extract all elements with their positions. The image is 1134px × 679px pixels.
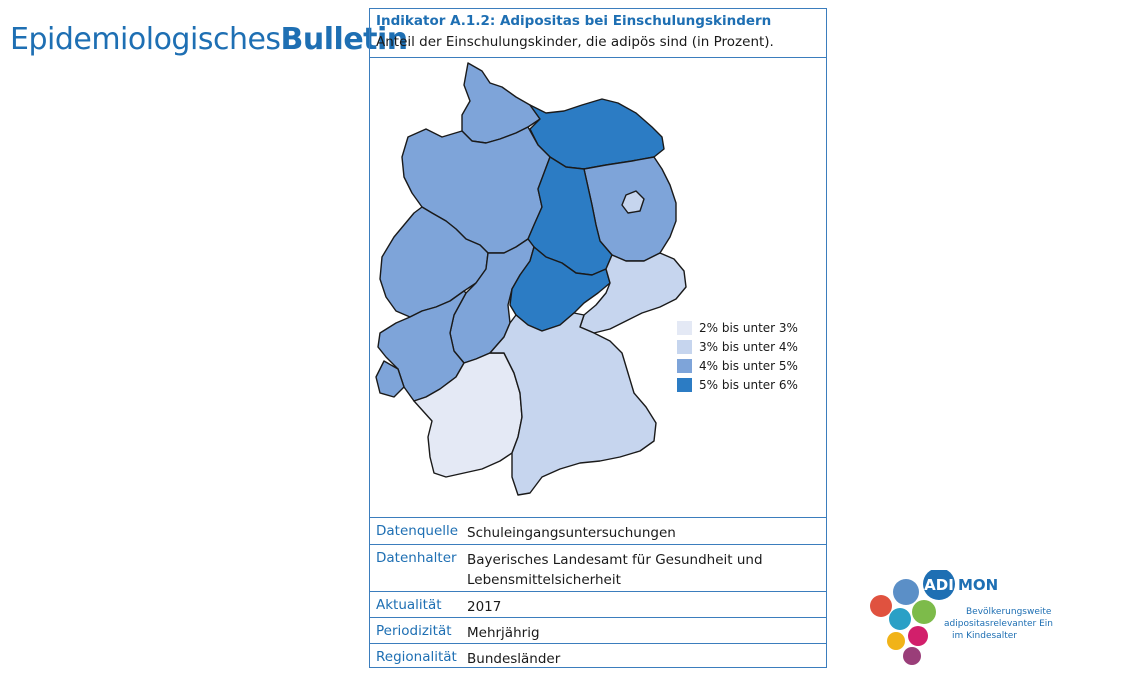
region-saarland [375,360,405,398]
legend-label: 4% bis unter 5% [699,359,798,373]
meta-value: 2017 [467,599,502,615]
adimon-logo: ADI MON Bevölkerungsweite adipositasrele… [870,570,1053,665]
region-sachsen [579,252,687,334]
meta-row-datenquelle: Datenquelle Schuleingangsuntersuchungen [370,518,826,545]
legend-swatch [677,340,692,354]
meta-key: Datenquelle [376,523,459,539]
meta-row-periodizitaet: Periodizität Mehrjährig [370,618,826,644]
meta-value: Mehrjährig [467,625,540,641]
meta-row-regionalitaet: Regionalität Bundesländer [370,644,826,670]
legend-label: 3% bis unter 4% [699,340,798,354]
indicator-title: Indikator A.1.2: Adipositas bei Einschul… [376,13,772,29]
legend-label: 2% bis unter 3% [699,321,798,335]
map-legend: 2% bis unter 3% 3% bis unter 4% 4% bis unt… [677,321,798,392]
logo-mon-text: MON [958,576,998,594]
bulletin-brand: EpidemiologischesBulletin [10,22,408,57]
logo-tagline-2: adipositasrelevanter Ein [944,619,1053,629]
logo-dot [908,626,928,646]
germany-map: 2% bis unter 3% 3% bis unter 4% 4% bis unt… [375,62,798,496]
metadata-table: Datenquelle Schuleingangsuntersuchungen … [370,517,826,670]
meta-key: Aktualität [376,597,442,613]
legend-swatch [677,321,692,335]
indicator-panel: Indikator A.1.2: Adipositas bei Einschul… [369,8,827,668]
legend-swatch [677,359,692,373]
logo-dot [889,608,911,630]
meta-value: Bayerisches Landesamt für Gesundheit und… [467,552,763,588]
logo-adi-badge [923,570,955,600]
logo-tagline-3: im Kindesalter [952,631,1017,641]
legend-swatch [677,378,692,392]
logo-dot [912,600,936,624]
brand-light: Epidemiologisches [10,22,281,57]
meta-row-datenhalter: Datenhalter Bayerisches Landesamt für Ge… [370,545,826,592]
logo-adi-text: ADI [924,576,954,594]
meta-key: Datenhalter [376,550,457,566]
logo-dot [903,647,921,665]
meta-value: Schuleingangsuntersuchungen [467,525,676,541]
logo-dot [887,632,905,650]
meta-key: Periodizität [376,623,452,639]
legend-label: 5% bis unter 6% [699,378,798,392]
indicator-subtitle: Anteil der Einschulungskinder, die adipö… [376,34,774,50]
indicator-header: Indikator A.1.2: Adipositas bei Einschul… [370,9,826,58]
logo-dot [870,595,892,617]
logo-tagline-1: Bevölkerungsweite [966,607,1052,617]
meta-row-aktualitaet: Aktualität 2017 [370,592,826,618]
meta-value: Bundesländer [467,651,561,667]
region-bayern [489,312,657,496]
region-berlin [621,190,645,214]
logo-dot [893,579,919,605]
meta-key: Regionalität [376,649,457,665]
brand-bold: Bulletin [280,22,409,57]
